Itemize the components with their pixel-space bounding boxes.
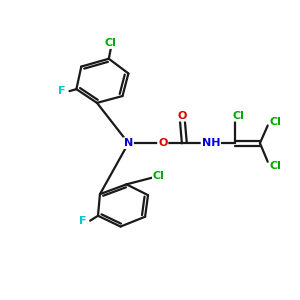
Text: Cl: Cl xyxy=(153,170,165,181)
Text: Cl: Cl xyxy=(232,111,244,121)
Text: F: F xyxy=(79,216,86,226)
Text: Cl: Cl xyxy=(270,161,282,171)
Text: O: O xyxy=(178,111,187,121)
Text: F: F xyxy=(58,86,65,96)
Text: Cl: Cl xyxy=(105,38,117,48)
Text: Cl: Cl xyxy=(270,116,282,127)
Text: O: O xyxy=(158,138,167,148)
Text: N: N xyxy=(124,138,133,148)
Text: NH: NH xyxy=(202,138,220,148)
